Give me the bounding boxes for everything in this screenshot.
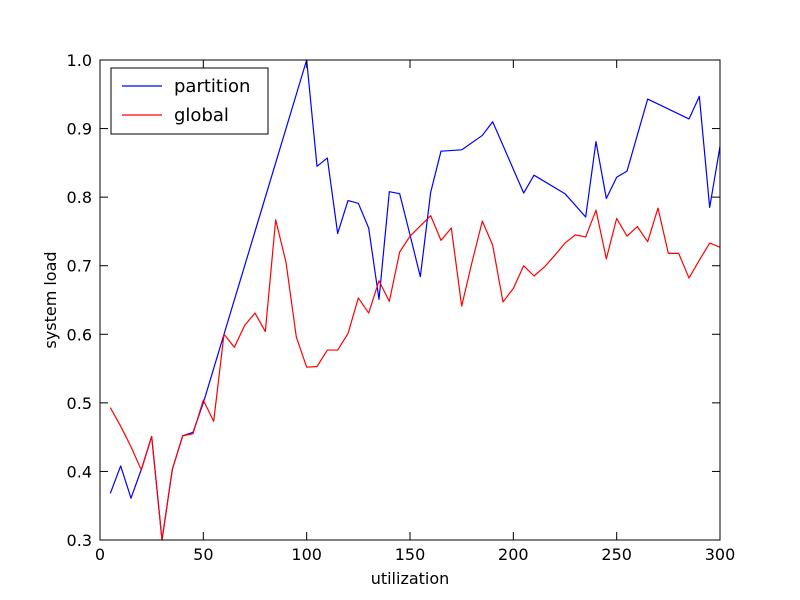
x-tick-label: 200 [498,545,529,564]
x-tick-label: 250 [601,545,632,564]
tick-labels: 0 50 100 150 200 250 300 0.3 0.4 0.5 0.6 0.7 0.8 0.9 1… [67,51,736,564]
legend: partition global [110,67,269,135]
y-tick-label: 0.6 [67,325,92,344]
x-tick-label: 300 [705,545,736,564]
series-lines [109,59,721,541]
x-tick-label: 0 [95,545,105,564]
x-tick-label: 100 [291,545,322,564]
series-line-global [109,207,721,541]
x-tick-label: 50 [193,545,213,564]
legend-label-partition: partition [174,76,250,97]
legend-label-global: global [174,105,229,126]
x-axis-label: utilization [371,569,450,588]
axis-ticks [99,59,721,541]
y-tick-label: 0.8 [67,188,92,207]
x-tick-label: 150 [395,545,426,564]
y-tick-label: 0.9 [67,120,92,139]
y-tick-label: 0.3 [67,531,92,550]
y-axis-label: system load [41,251,60,348]
y-tick-label: 0.4 [67,462,92,481]
y-tick-label: 0.5 [67,394,92,413]
y-tick-label: 1.0 [67,51,92,70]
legend-box [110,67,269,135]
y-tick-label: 0.7 [67,257,92,276]
